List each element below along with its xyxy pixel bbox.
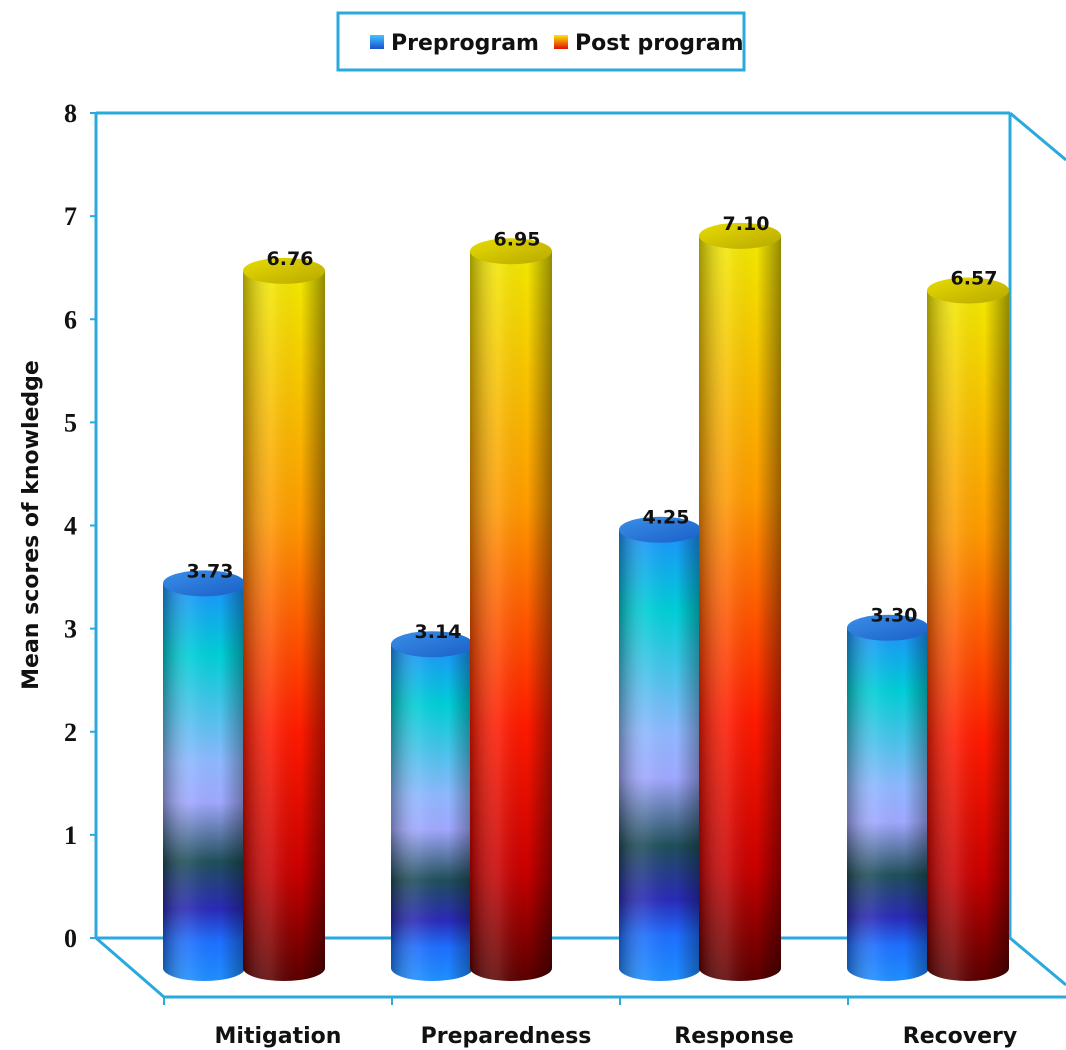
legend-swatch-postprogram: [554, 35, 568, 49]
x-tick-label: Mitigation: [215, 1024, 342, 1049]
bar-postprogram-top: [243, 257, 325, 284]
data-label: 3.73: [187, 560, 234, 582]
data-label: 3.30: [871, 605, 918, 627]
bar-postprogram-top: [470, 238, 552, 265]
bar-preprogram-top: [163, 570, 245, 597]
y-tick-label: 4: [64, 512, 77, 541]
y-tick-label: 2: [64, 718, 77, 747]
x-tick-label: Response: [674, 1024, 794, 1049]
floor-left-edge: [95, 936, 165, 999]
y-tick-label: 3: [64, 615, 77, 644]
x-axis: Mitigation Preparedness Response Recovery: [163, 997, 1017, 1049]
data-label: 3.14: [415, 621, 462, 643]
bar-preprogram-shade: [847, 627, 929, 981]
bar-preprogram-shade: [619, 529, 701, 981]
right-top-depth: [1009, 111, 1066, 162]
bar-preprogram-shade: [391, 644, 473, 981]
bar-postprogram-shade: [243, 270, 325, 981]
bar-postprogram: [243, 257, 325, 981]
data-labels: 3.73 6.76 3.14 6.95 4.25 7.10 3.30 6.57: [187, 213, 998, 643]
y-tick-label: 5: [64, 408, 77, 437]
bar-preprogram: [619, 516, 701, 981]
legend-box: [336, 11, 746, 72]
legend-label-postprogram: Post program: [575, 31, 744, 56]
y-axis-label: Mean scores of knowledge: [19, 360, 44, 690]
data-label: 7.10: [723, 213, 770, 235]
bar-postprogram-top: [699, 222, 781, 249]
data-label: 6.57: [951, 267, 998, 289]
y-tick-label: 8: [64, 99, 77, 128]
bar-postprogram-shade: [699, 235, 781, 981]
bar-postprogram-shade: [927, 290, 1009, 981]
y-tick-label: 7: [64, 202, 77, 231]
bar-postprogram-top: [927, 277, 1009, 304]
x-tick-label: Recovery: [903, 1024, 1017, 1049]
floor-right-edge: [1009, 936, 1066, 987]
bar-postprogram: [470, 238, 552, 981]
bar-postprogram-shade: [470, 251, 552, 981]
data-label: 4.25: [643, 507, 690, 529]
y-tick-label: 1: [64, 821, 77, 850]
y-axis-ticks: 0 1 2 3 4 5 6 7 8: [64, 99, 96, 953]
bar-postprogram: [699, 222, 781, 981]
y-tick-label: 6: [64, 305, 77, 334]
legend-label-preprogram: Preprogram: [391, 31, 539, 56]
bar-preprogram-top: [391, 631, 473, 658]
x-tick-label: Preparedness: [421, 1024, 592, 1049]
legend-swatch-preprogram: [370, 35, 384, 49]
data-label: 6.95: [494, 228, 541, 250]
bars: [163, 222, 1009, 981]
bar-preprogram: [163, 570, 245, 981]
y-tick-label: 0: [64, 924, 77, 953]
bar-preprogram-shade: [163, 583, 245, 981]
bar-preprogram-top: [619, 516, 701, 543]
bar-preprogram-top: [847, 614, 929, 641]
bar-postprogram: [927, 277, 1009, 981]
bar-preprogram: [391, 631, 473, 981]
data-label: 6.76: [267, 248, 314, 270]
bar-preprogram: [847, 614, 929, 981]
legend: Preprogram Post program: [336, 11, 746, 72]
